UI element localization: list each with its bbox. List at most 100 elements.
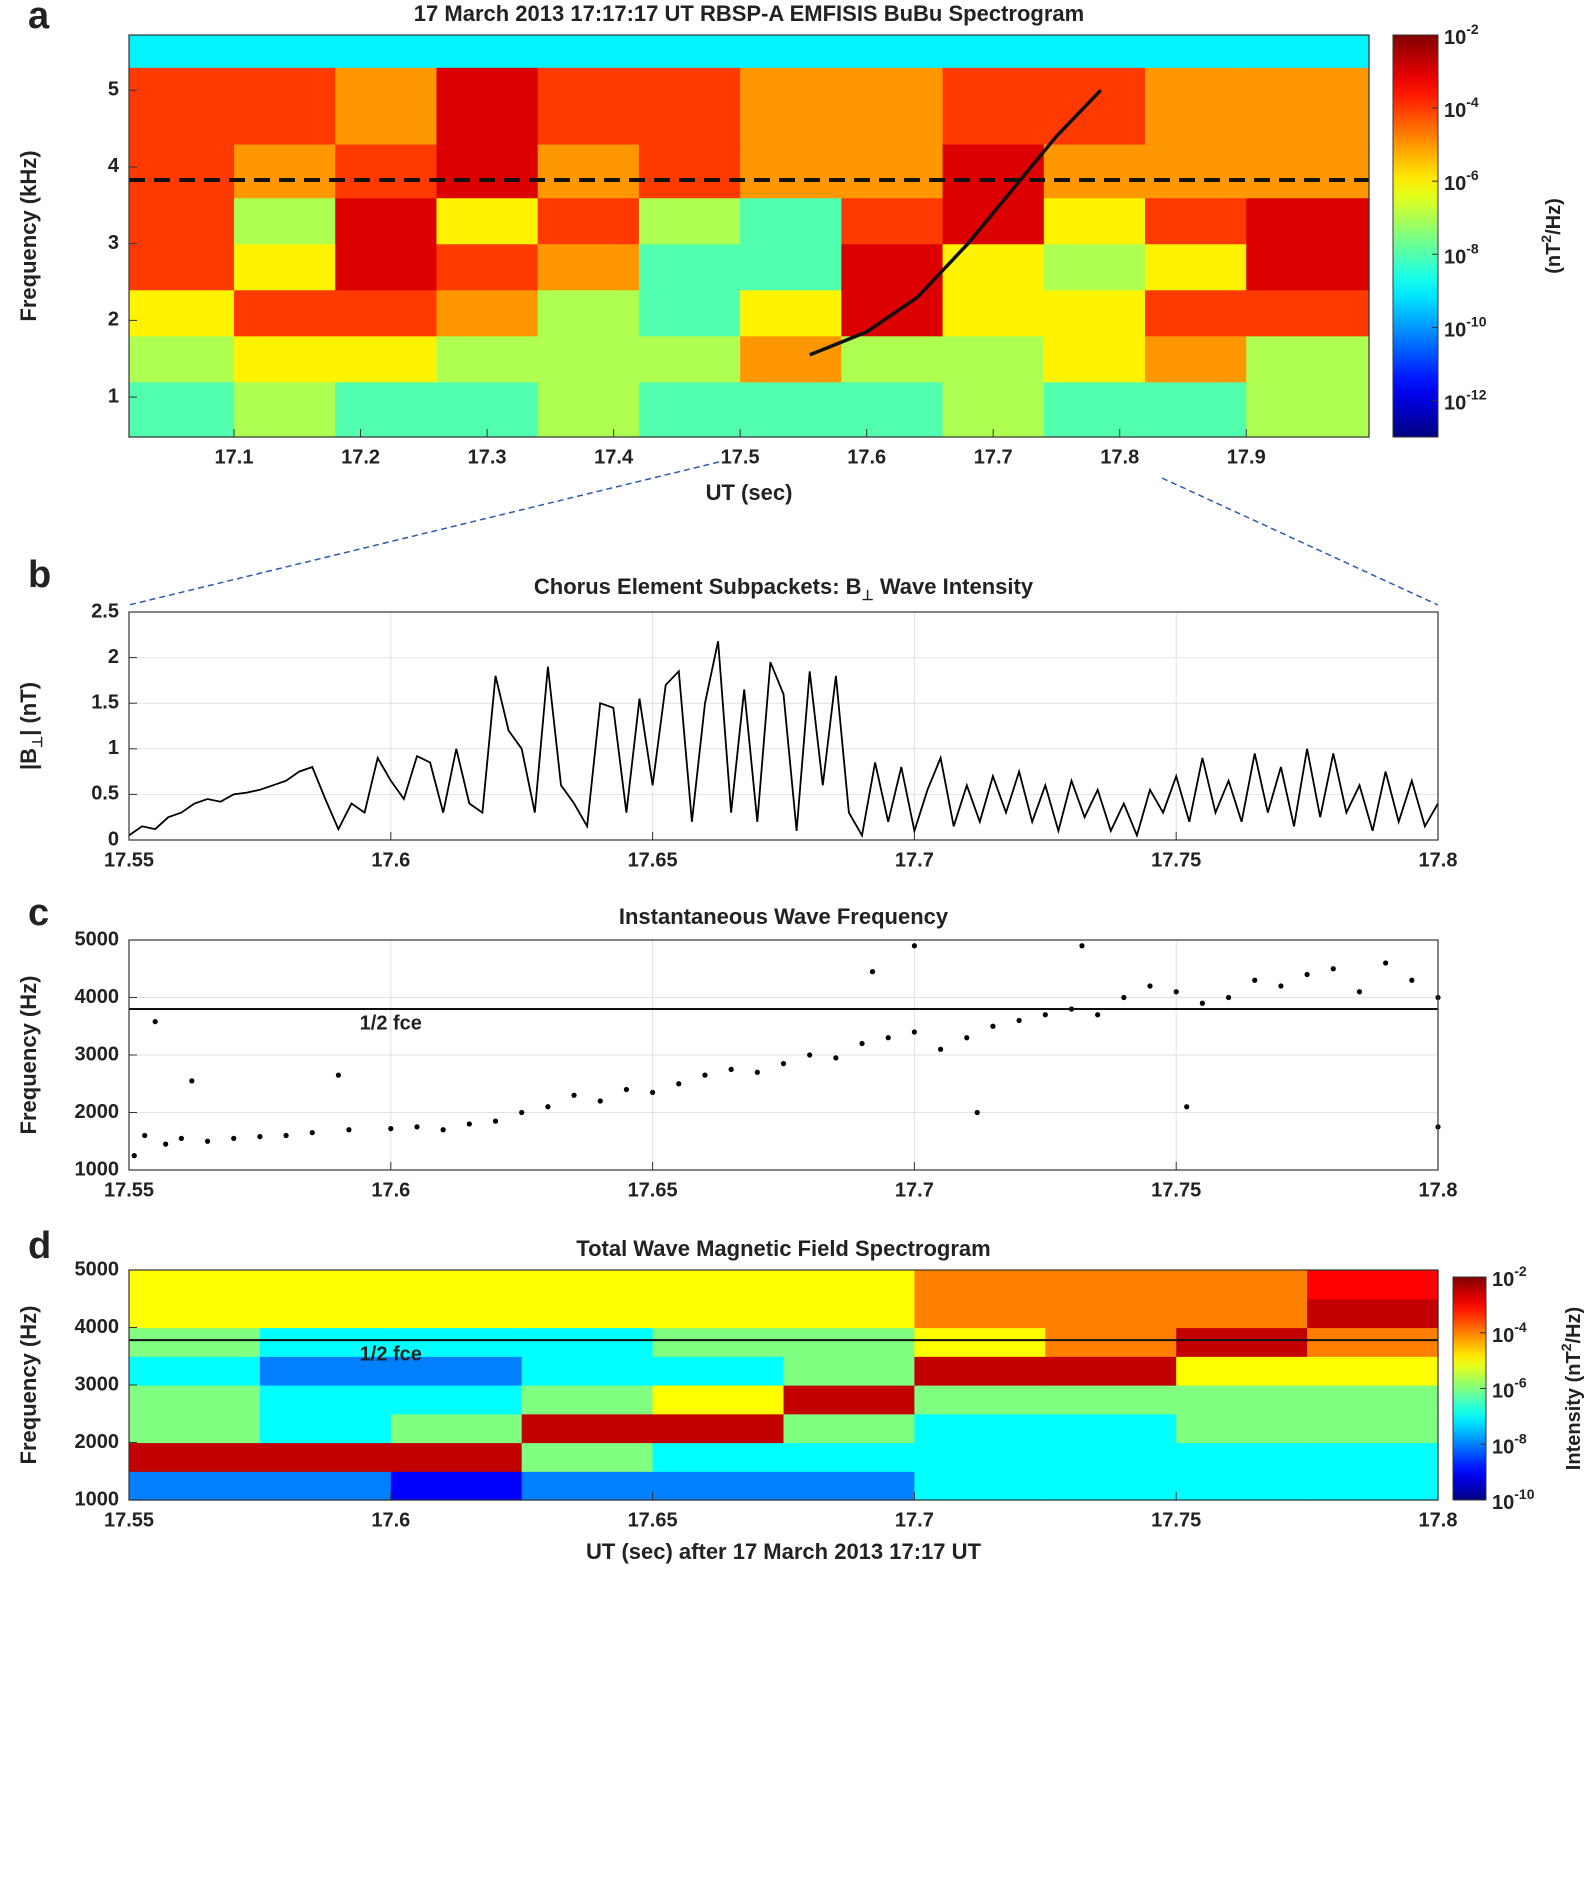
colorbar-tick-label: 10-12	[1444, 386, 1487, 415]
y-axis-label-part: ⊥	[29, 736, 45, 748]
x-tick-label: 17.75	[1151, 1509, 1201, 1531]
heatmap-cell	[652, 1471, 785, 1501]
x-tick-label: 17.7	[974, 446, 1013, 468]
heatmap-cell	[638, 243, 741, 291]
heatmap-cell	[129, 1298, 261, 1329]
chart-title: 17 March 2013 17:17:17 UT RBSP-A EMFISIS…	[414, 1, 1084, 26]
tick-exponent: -8	[1514, 1430, 1527, 1446]
heatmap-cell	[537, 289, 640, 337]
heatmap-cell	[129, 1442, 261, 1472]
data-point	[414, 1124, 420, 1130]
heatmap-cell	[436, 35, 539, 68]
heatmap-cell	[234, 243, 336, 291]
tick-base: 10	[1492, 1381, 1514, 1403]
x-tick-label: 17.1	[215, 446, 254, 468]
heatmap-cell	[914, 1413, 1046, 1444]
heatmap-cell	[1145, 381, 1247, 438]
heatmap-cell	[335, 381, 438, 438]
heatmap-cell	[436, 143, 539, 199]
heatmap-cell	[914, 1471, 1046, 1501]
heatmap-cell	[914, 1270, 1046, 1300]
y-axis-label: Frequency (Hz)	[16, 1306, 41, 1465]
data-point	[1173, 989, 1179, 995]
heatmap-cell	[234, 335, 336, 383]
heatmap-cell	[914, 1442, 1046, 1472]
colorbar-tick-label: 10-8	[1492, 1430, 1527, 1459]
heatmap-cell	[914, 1356, 1046, 1386]
colorbar-label-part: 2	[1558, 1343, 1574, 1351]
colorbar-label-part: /Hz)	[1563, 1307, 1585, 1344]
x-tick-label: 17.75	[1151, 849, 1201, 871]
panel-letter: d	[28, 1225, 51, 1267]
colorbar-label-part: /Hz)	[1543, 198, 1565, 235]
panel-letter: b	[28, 554, 51, 596]
heatmap-cell	[129, 143, 235, 199]
heatmap-cell	[783, 1270, 915, 1300]
data-point	[231, 1135, 237, 1141]
y-tick-label: 1000	[75, 1158, 120, 1180]
heatmap-cell	[1145, 197, 1247, 245]
heatmap-cell	[942, 67, 1045, 145]
heatmap-cell	[129, 1385, 261, 1415]
heatmap-cell	[1045, 1442, 1177, 1472]
heatmap-cell	[914, 1327, 1046, 1357]
heatmap-cell	[129, 1471, 261, 1501]
data-point	[1095, 1012, 1101, 1018]
plot-frame	[128, 611, 1439, 841]
heatmap-cell	[436, 243, 539, 291]
y-tick-label: 1	[108, 737, 119, 759]
y-tick-label: 5	[108, 79, 119, 101]
x-tick-label: 17.5	[721, 446, 760, 468]
data-point	[335, 1072, 342, 1078]
heatmap-cell	[638, 35, 741, 68]
data-point	[869, 969, 876, 975]
x-tick-label: 17.75	[1151, 1179, 1201, 1201]
tick-base: 10	[1444, 173, 1466, 195]
heatmap-cell	[234, 289, 336, 337]
heatmap-cell	[129, 1356, 261, 1386]
heatmap-cell	[1145, 67, 1247, 145]
data-point	[937, 1046, 944, 1052]
data-point	[1409, 977, 1415, 983]
heatmap-cell	[537, 335, 640, 383]
data-point	[283, 1132, 289, 1139]
heatmap-cell	[436, 381, 539, 438]
y-tick-label: 2	[108, 309, 119, 331]
x-axis-label: UT (sec) after 17 March 2013 17:17 UT	[586, 1539, 982, 1564]
data-point	[131, 1153, 137, 1159]
heatmap-cell	[1045, 1385, 1177, 1415]
colorbar-tick-label: 10-10	[1444, 313, 1487, 342]
heatmap-cell	[783, 1442, 915, 1472]
heatmap-cell	[1045, 1327, 1177, 1357]
heatmap-cell	[259, 1356, 392, 1386]
heatmap-cell	[521, 1356, 654, 1386]
heatmap-cell	[234, 35, 336, 68]
data-point	[990, 1023, 996, 1029]
heatmap-cell	[335, 289, 438, 337]
chart-title-part: Wave Intensity	[874, 574, 1034, 599]
data-point	[702, 1072, 708, 1078]
y-tick-label: 1.5	[91, 691, 119, 713]
heatmap-cell	[129, 289, 235, 337]
heatmap-cell	[390, 1356, 523, 1386]
data-point	[1330, 966, 1336, 972]
heatmap-cell	[129, 243, 235, 291]
heatmap-cell	[1246, 289, 1370, 337]
heatmap-cell	[740, 143, 842, 199]
heatmap-cell	[1246, 197, 1370, 245]
y-tick-label: 4	[108, 155, 120, 177]
data-point	[309, 1130, 315, 1136]
zoom-guide	[128, 461, 720, 606]
heatmap-cell	[1307, 1413, 1439, 1444]
heatmap-cell	[841, 197, 944, 245]
heatmap-cell	[652, 1270, 785, 1300]
heatmap-cell	[1307, 1356, 1439, 1386]
x-tick-label: 17.65	[628, 1509, 678, 1531]
y-tick-label: 3	[108, 232, 119, 254]
data-point	[1304, 971, 1310, 978]
heatmap-cell	[783, 1385, 915, 1415]
x-tick-label: 17.6	[371, 1509, 410, 1531]
x-tick-label: 17.4	[594, 446, 634, 468]
data-point	[754, 1069, 760, 1075]
tick-exponent: -4	[1514, 1318, 1527, 1334]
